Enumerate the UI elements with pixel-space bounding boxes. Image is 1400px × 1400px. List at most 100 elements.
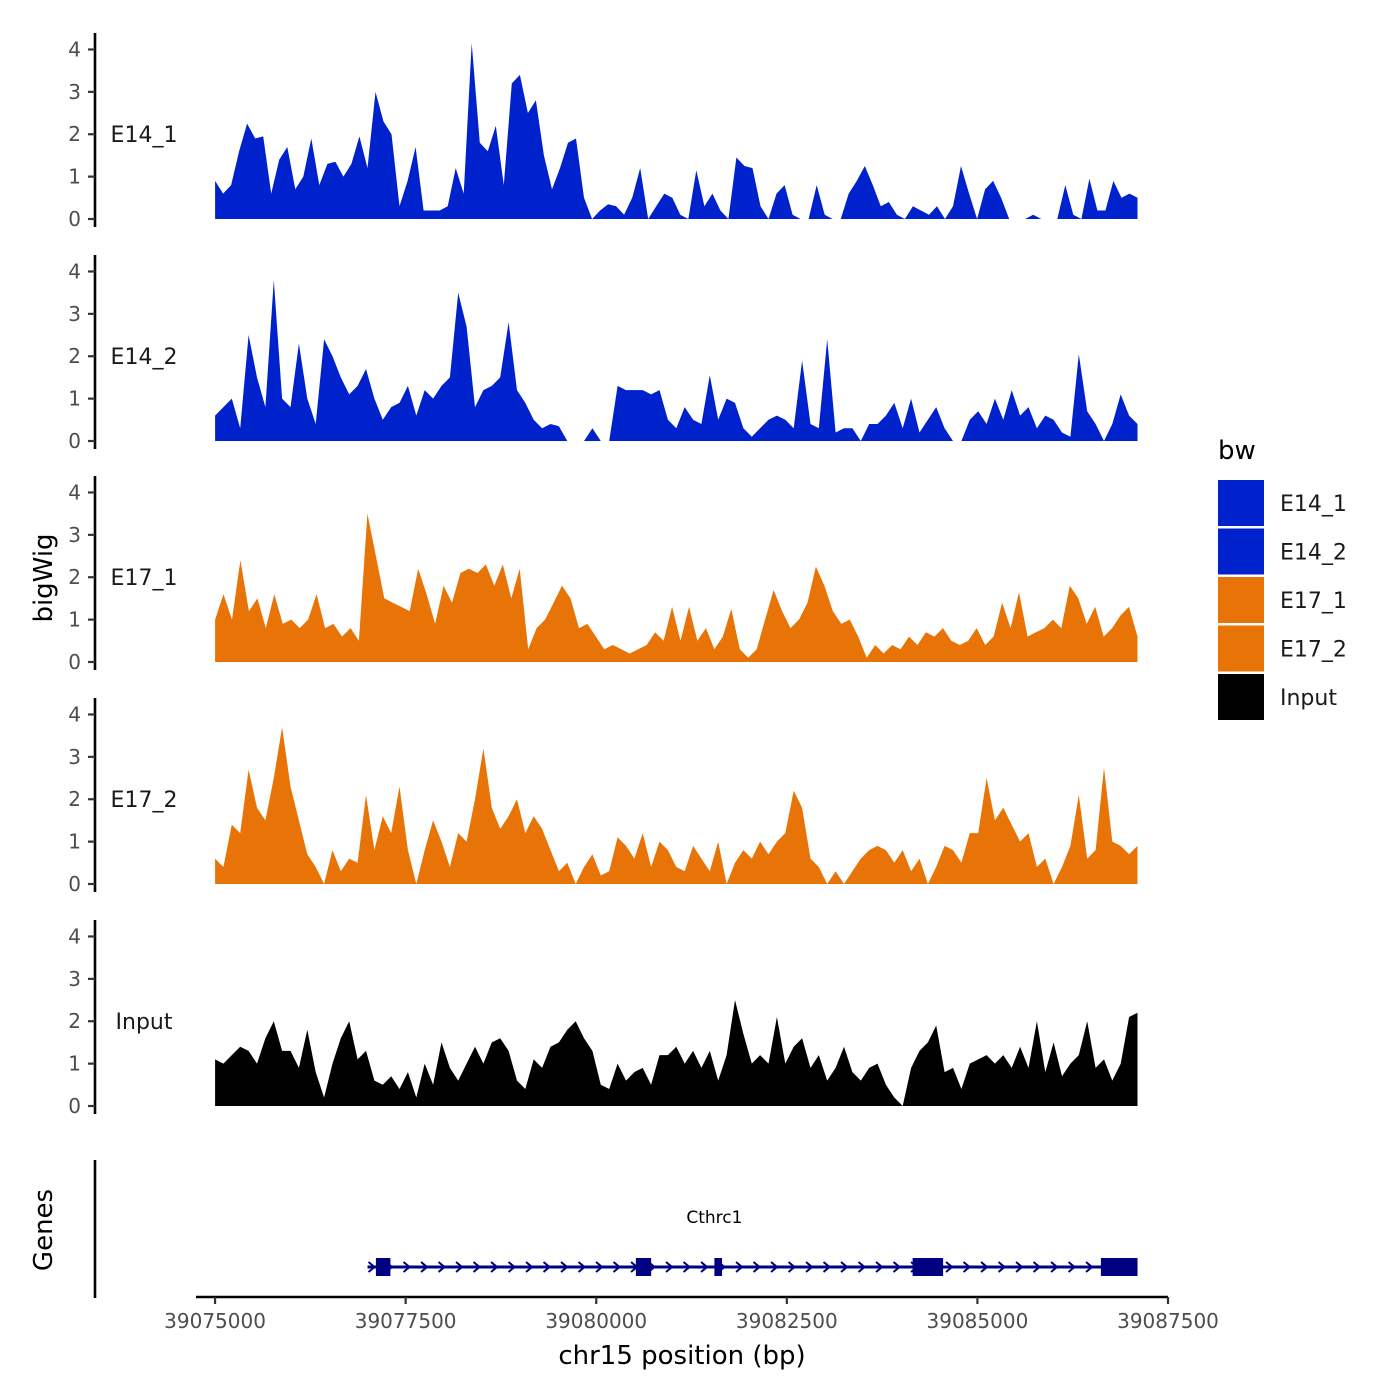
strand-arrow	[875, 1261, 884, 1273]
strand-arrow	[472, 1261, 482, 1273]
exon	[714, 1258, 723, 1276]
coverage-area-E17_1	[215, 513, 1138, 662]
strand-arrow	[420, 1261, 429, 1273]
y-tick-label: 1	[68, 165, 81, 189]
strand-arrow	[840, 1261, 849, 1273]
genes-axis-title: Genes	[29, 1189, 59, 1271]
strand-arrow	[437, 1261, 447, 1273]
track-E14_1: 0 1 2 3 4 E14_1	[68, 33, 1138, 231]
legend-swatch-E17_1	[1218, 577, 1264, 623]
strand-arrow	[787, 1261, 797, 1273]
legend-label: E14_2	[1280, 541, 1347, 566]
strand-arrow	[612, 1261, 622, 1273]
y-tick-label: 1	[68, 830, 81, 854]
strand-arrow	[1032, 1261, 1042, 1273]
x-tick-label: 39087500	[1117, 1309, 1219, 1333]
strand-arrow	[892, 1261, 902, 1273]
legend-swatch-E17_2	[1218, 625, 1264, 672]
y-tick-label: 2	[68, 344, 81, 368]
strand-arrow	[525, 1261, 534, 1273]
strand-arrow	[455, 1261, 464, 1273]
legend-title: bw	[1218, 436, 1256, 466]
strand-arrow	[1050, 1261, 1059, 1273]
exon	[912, 1258, 944, 1276]
x-tick-label: 39075000	[164, 1309, 266, 1333]
y-tick-label: 0	[68, 207, 81, 231]
y-tick-label: 2	[68, 122, 81, 146]
legend-swatch-E14_2	[1218, 528, 1264, 575]
y-tick-label: 1	[68, 608, 81, 632]
x-tick-label: 39077500	[355, 1309, 457, 1333]
track-panels: 0 1 2 3 4 E14_1 0 1 2 3 4 E14_2 0 1 2 3 4 E17_1 0 1 2 3 4 E17_2…	[68, 33, 1138, 1118]
strand-arrow	[822, 1261, 832, 1273]
x-axis: 39075000 39077500 39080000 39082500 39085000…	[164, 1295, 1219, 1333]
strand-arrow	[700, 1261, 709, 1273]
track-label: E14_1	[111, 123, 178, 148]
coverage-area-E17_2	[215, 727, 1138, 884]
legend-label: E14_1	[1280, 492, 1347, 517]
y-tick-label: 2	[68, 1009, 81, 1033]
legend-swatch-E14_1	[1218, 480, 1264, 526]
gene-track-panel: Cthrc1	[93, 1160, 1138, 1298]
y-tick-label: 1	[68, 387, 81, 411]
x-tick-label: 39080000	[545, 1309, 647, 1333]
strand-arrow	[945, 1261, 954, 1273]
legend-label: E17_1	[1280, 589, 1347, 614]
y-tick-label: 0	[68, 650, 81, 674]
track-label: E17_1	[111, 566, 178, 591]
strand-arrow	[560, 1261, 569, 1273]
y-tick-label: 3	[68, 523, 81, 547]
strand-arrow	[595, 1261, 604, 1273]
strand-arrow	[1085, 1261, 1094, 1273]
strand-arrow	[752, 1261, 762, 1273]
strand-arrow	[1015, 1261, 1024, 1273]
track-E17_2: 0 1 2 3 4 E17_2	[68, 698, 1138, 896]
y-tick-label: 0	[68, 872, 81, 896]
legend-swatch-Input	[1218, 674, 1264, 720]
legend-label: E17_2	[1280, 638, 1347, 663]
legend-label: Input	[1280, 686, 1337, 711]
track-label: E14_2	[111, 345, 178, 370]
strand-arrow	[367, 1261, 377, 1273]
y-tick-label: 3	[68, 80, 81, 104]
strand-arrow	[542, 1261, 552, 1273]
x-axis-title: chr15 position (bp)	[558, 1341, 805, 1371]
y-axis-title: bigWig	[29, 533, 59, 622]
strand-arrow	[507, 1261, 517, 1273]
y-tick-label: 3	[68, 302, 81, 326]
strand-arrow	[402, 1261, 412, 1273]
strand-arrow	[682, 1261, 692, 1273]
y-tick-label: 2	[68, 565, 81, 589]
strand-arrow	[997, 1261, 1007, 1273]
strand-arrow	[770, 1261, 779, 1273]
track-E14_2: 0 1 2 3 4 E14_2	[68, 255, 1138, 453]
y-tick-label: 4	[68, 702, 81, 726]
y-tick-label: 3	[68, 967, 81, 991]
legend: bw E14_1 E14_2 E17_1 E17_2 Input	[1218, 436, 1347, 720]
y-tick-label: 4	[68, 259, 81, 283]
y-tick-label: 2	[68, 787, 81, 811]
y-tick-label: 0	[68, 429, 81, 453]
exon	[635, 1258, 652, 1276]
y-tick-label: 0	[68, 1094, 81, 1118]
coverage-area-Input	[215, 1000, 1138, 1106]
strand-arrow	[805, 1261, 814, 1273]
exon	[375, 1258, 391, 1276]
x-tick-label: 39085000	[927, 1309, 1029, 1333]
strand-arrow	[962, 1261, 972, 1273]
coverage-area-E14_2	[215, 280, 1138, 441]
y-tick-label: 3	[68, 745, 81, 769]
coverage-area-E14_1	[215, 43, 1138, 219]
strand-arrow	[577, 1261, 587, 1273]
gene-name-label: Cthrc1	[686, 1208, 742, 1228]
track-label: E17_2	[111, 788, 178, 813]
track-E17_1: 0 1 2 3 4 E17_1	[68, 476, 1138, 674]
strand-arrow	[490, 1261, 499, 1273]
track-Input: 0 1 2 3 4 Input	[68, 920, 1138, 1118]
strand-arrow	[735, 1261, 744, 1273]
strand-arrow	[980, 1261, 989, 1273]
strand-arrow	[857, 1261, 867, 1273]
track-label: Input	[116, 1010, 173, 1035]
y-tick-label: 4	[68, 37, 81, 61]
